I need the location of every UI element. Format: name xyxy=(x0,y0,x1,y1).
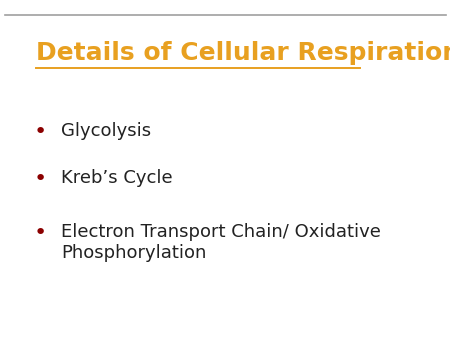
Text: •: • xyxy=(34,122,47,142)
Text: Details of Cellular Respiration: Details of Cellular Respiration xyxy=(36,41,450,65)
Text: •: • xyxy=(34,169,47,189)
Text: Kreb’s Cycle: Kreb’s Cycle xyxy=(61,169,172,187)
Text: Glycolysis: Glycolysis xyxy=(61,122,151,140)
Text: Electron Transport Chain/ Oxidative
Phosphorylation: Electron Transport Chain/ Oxidative Phos… xyxy=(61,223,381,262)
Point xyxy=(357,66,363,70)
Point xyxy=(33,66,39,70)
Text: •: • xyxy=(34,223,47,243)
